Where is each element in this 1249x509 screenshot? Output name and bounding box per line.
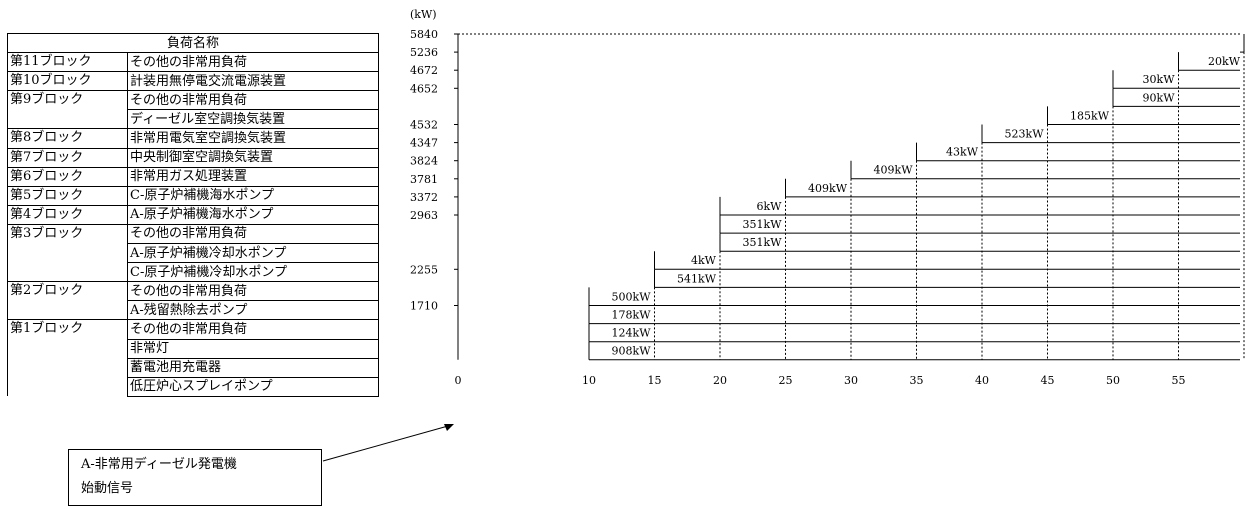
load-table-body: 第11ブロック その他の非常用負荷 第10ブロック 計装用無停電交流電源装置 第9ブロッ… (7, 52, 379, 397)
y-tick-label: 2963 (410, 209, 438, 222)
x-tick-label: 45 (1041, 374, 1055, 387)
load-row: 第8ブロック 非常用電気室空調換気装置 (7, 128, 379, 149)
load-name: 非常用電気室空調換気装置 (127, 128, 379, 149)
load-kw-label: 4kW (691, 254, 717, 267)
note-line-2: 始動信号 (81, 481, 134, 496)
load-row: 第10ブロック 計装用無停電交流電源装置 (7, 71, 379, 91)
load-row: A-原子炉補機冷却水ポンプ (8, 243, 379, 263)
load-row: 第9ブロック その他の非常用負荷 (7, 90, 379, 129)
callout-line (322, 425, 449, 462)
block-name: 第4ブロック (7, 204, 128, 225)
load-name-table: 負荷名称 第11ブロック その他の非常用負荷 第10ブロック 計装用無停電交流電源装置… (7, 32, 379, 397)
load-name: A-残留熱除去ポンプ (127, 300, 379, 320)
load-kw-label: 523kW (1005, 128, 1045, 141)
x-tick-label: 0 (455, 374, 462, 387)
y-tick-label: 3824 (410, 155, 438, 168)
block-name: 第7ブロック (7, 147, 128, 168)
y-tick-label: 3781 (410, 173, 438, 186)
load-row: 第2ブロック その他の非常用負荷 (7, 281, 379, 320)
load-name: その他の非常用負荷 (127, 90, 379, 110)
x-tick-label: 25 (779, 374, 793, 387)
x-tick-label: 15 (648, 374, 662, 387)
load-name: C-原子炉補機海水ポンプ (127, 185, 379, 206)
y-tick-label: 4347 (410, 137, 438, 150)
block-name: 第11ブロック (7, 52, 128, 72)
load-name: 計装用無停電交流電源装置 (127, 71, 379, 91)
y-tick-label: 5840 (410, 28, 438, 41)
load-name: C-原子炉補機冷却水ポンプ (127, 262, 379, 282)
block-name: 第5ブロック (7, 185, 128, 206)
y-tick-label: 4532 (410, 119, 438, 132)
x-tick-label: 20 (713, 374, 727, 387)
load-name: その他の非常用負荷 (127, 52, 379, 72)
load-name: 蓄電池用充電器 (127, 357, 379, 378)
load-kw-label: 30kW (1143, 73, 1176, 86)
load-kw-label: 6kW (757, 200, 783, 213)
y-tick-label: 1710 (410, 300, 438, 313)
block-name: 第10ブロック (7, 71, 128, 91)
start-signal-note: A-非常用ディーゼル発電機 始動信号 (68, 449, 322, 506)
load-kw-label: 43kW (946, 146, 979, 159)
load-name: ディーゼル室空調換気装置 (127, 109, 379, 129)
load-row: 非常灯 (8, 338, 379, 359)
load-row: 低圧炉心スプレイポンプ (8, 376, 379, 397)
load-row: 第7ブロック 中央制御室空調換気装置 (7, 147, 379, 168)
y-tick-label: 4672 (410, 64, 438, 77)
x-tick-label: 50 (1106, 374, 1120, 387)
load-kw-label: 178kW (612, 309, 652, 322)
x-tick-label: 30 (844, 374, 858, 387)
x-tick-label: 40 (975, 374, 989, 387)
block-name: 第1ブロック (7, 319, 128, 397)
callout-arrowhead (444, 424, 454, 431)
load-kw-label: 90kW (1143, 91, 1176, 104)
y-axis-unit: (kW) (410, 8, 437, 21)
chart-body: 5840 5236 4672 4652 4532 4347 3824 3781 3372 2963… (410, 28, 1245, 387)
block-name: 第6ブロック (7, 166, 128, 187)
load-row: 第4ブロック A-原子炉補機海水ポンプ (7, 204, 379, 225)
block-name: 第8ブロック (7, 128, 128, 149)
load-name: 非常灯 (127, 338, 379, 359)
load-name: 低圧炉心スプレイポンプ (127, 376, 379, 397)
load-row: 第3ブロック その他の非常用負荷 (7, 223, 379, 282)
y-tick-label: 5236 (410, 46, 438, 59)
load-kw-label: 409kW (808, 182, 848, 195)
x-tick-label: 55 (1172, 374, 1186, 387)
x-tick-label: 35 (910, 374, 924, 387)
load-name: 非常用ガス処理装置 (127, 166, 379, 187)
load-kw-label: 351kW (743, 236, 783, 249)
load-row: 第6ブロック 非常用ガス処理装置 (7, 166, 379, 187)
load-row: 第11ブロック その他の非常用負荷 (7, 52, 379, 72)
load-name: A-原子炉補機海水ポンプ (127, 204, 379, 225)
load-kw-label: 20kW (1208, 55, 1241, 68)
load-kw-label: 908kW (612, 345, 652, 358)
load-kw-label: 185kW (1070, 109, 1110, 122)
load-name: その他の非常用負荷 (127, 223, 379, 244)
note-line-1: A-非常用ディーゼル発電機 (81, 457, 237, 472)
load-name: 中央制御室空調換気装置 (127, 147, 379, 168)
x-tick-label: 10 (582, 374, 596, 387)
load-row: C-原子炉補機冷却水ポンプ (8, 262, 379, 282)
load-row: 蓄電池用充電器 (8, 357, 379, 378)
load-kw-label: 541kW (677, 272, 717, 285)
load-kw-label: 351kW (743, 218, 783, 231)
load-name: その他の非常用負荷 (127, 319, 379, 339)
load-row: 第5ブロック C-原子炉補機海水ポンプ (7, 185, 379, 206)
block-name: 第3ブロック (7, 223, 128, 282)
load-kw-label: 409kW (874, 164, 914, 177)
block-name: 第9ブロック (7, 90, 128, 129)
y-tick-label: 3372 (410, 191, 438, 204)
block-name: 第2ブロック (7, 281, 128, 320)
load-row: A-残留熱除去ポンプ (8, 300, 379, 320)
y-tick-label: 2255 (410, 263, 438, 276)
load-kw-label: 500kW (612, 290, 652, 303)
load-name: その他の非常用負荷 (127, 281, 379, 301)
load-name: A-原子炉補機冷却水ポンプ (127, 243, 379, 263)
load-row: ディーゼル室空調換気装置 (8, 109, 379, 129)
y-tick-label: 4652 (410, 82, 438, 95)
load-row: 第1ブロック その他の非常用負荷 (7, 319, 379, 397)
load-kw-label: 124kW (612, 327, 652, 340)
